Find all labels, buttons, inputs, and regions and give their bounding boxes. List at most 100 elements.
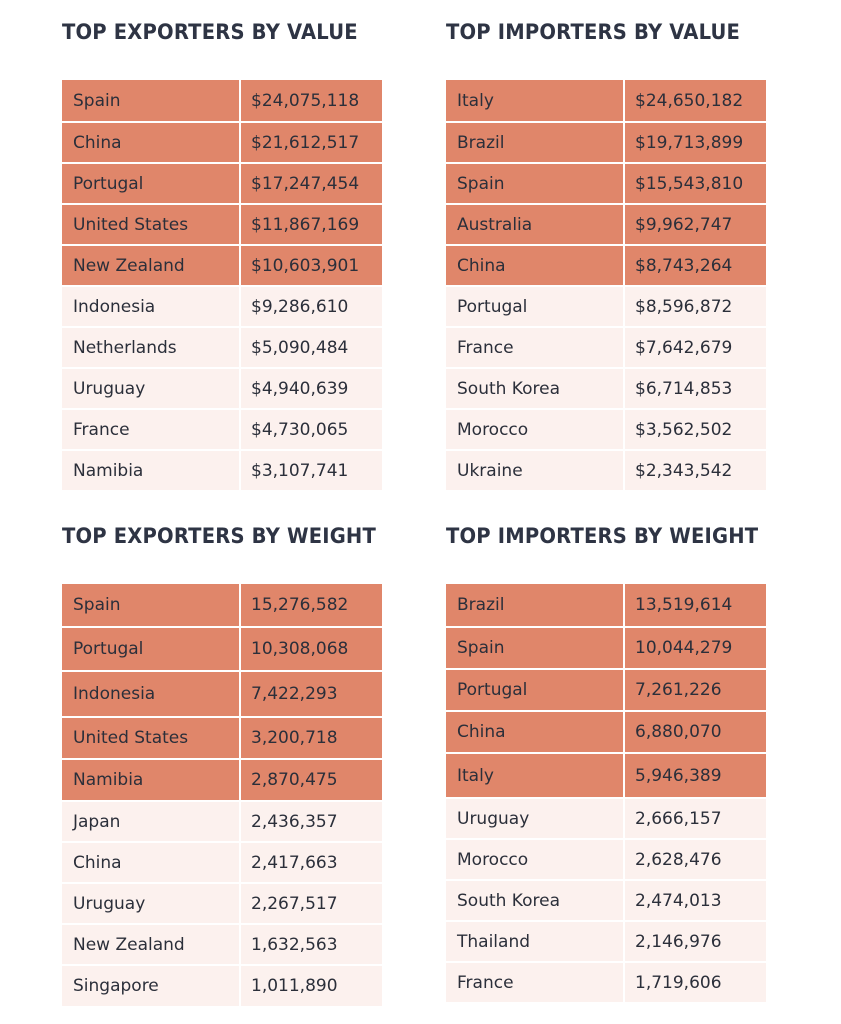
value-cell: $4,940,639 bbox=[251, 378, 349, 399]
country-cell: Portugal bbox=[446, 670, 625, 710]
country-cell: Brazil bbox=[446, 584, 625, 626]
value-cell: 1,011,890 bbox=[251, 976, 338, 996]
country-cell: Spain bbox=[62, 80, 241, 121]
country-cell: Namibia bbox=[62, 760, 241, 800]
table-row: Netherlands $5,090,484 bbox=[62, 326, 382, 367]
country-cell: Singapore bbox=[62, 966, 241, 1006]
country-cell: South Korea bbox=[446, 881, 625, 920]
table-row: Portugal $17,247,454 bbox=[62, 162, 382, 203]
table-row: Spain $15,543,810 bbox=[446, 162, 766, 203]
table-row: China 2,417,663 bbox=[62, 841, 382, 882]
country-cell: South Korea bbox=[446, 369, 625, 408]
table-row: Uruguay 2,666,157 bbox=[446, 797, 766, 838]
table-row: Portugal $8,596,872 bbox=[446, 285, 766, 326]
panel-title: TOP IMPORTERS BY VALUE bbox=[446, 20, 741, 44]
country-cell: Italy bbox=[446, 754, 625, 797]
table-row: France 1,719,606 bbox=[446, 961, 766, 1002]
value-cell: $5,090,484 bbox=[251, 337, 349, 358]
country-cell: United States bbox=[62, 718, 241, 758]
table-row: United States $11,867,169 bbox=[62, 203, 382, 244]
value-cell: $24,075,118 bbox=[251, 90, 360, 111]
country-cell: New Zealand bbox=[62, 925, 241, 964]
table-row: Spain 10,044,279 bbox=[446, 626, 766, 668]
panel-title: TOP EXPORTERS BY WEIGHT bbox=[62, 524, 376, 548]
value-cell: $15,543,810 bbox=[635, 173, 744, 194]
value-cell: $3,562,502 bbox=[635, 419, 733, 440]
value-cell: 3,200,718 bbox=[251, 728, 338, 748]
country-cell: New Zealand bbox=[62, 246, 241, 285]
table-row: United States 3,200,718 bbox=[62, 716, 382, 758]
country-cell: Spain bbox=[62, 584, 241, 626]
table-row: China $8,743,264 bbox=[446, 244, 766, 285]
value-cell: 2,628,476 bbox=[635, 849, 722, 870]
country-cell: France bbox=[446, 328, 625, 367]
table-row: Singapore 1,011,890 bbox=[62, 964, 382, 1006]
country-cell: Morocco bbox=[446, 840, 625, 879]
value-cell: 13,519,614 bbox=[635, 595, 733, 615]
value-cell: 7,422,293 bbox=[251, 684, 338, 704]
table-row: New Zealand 1,632,563 bbox=[62, 923, 382, 964]
table-row: Italy $24,650,182 bbox=[446, 80, 766, 121]
country-cell: Spain bbox=[446, 628, 625, 668]
value-cell: 1,632,563 bbox=[251, 934, 338, 955]
value-cell: 2,146,976 bbox=[635, 931, 722, 952]
value-cell: 1,719,606 bbox=[635, 972, 722, 993]
country-cell: United States bbox=[62, 205, 241, 244]
value-cell: $9,286,610 bbox=[251, 296, 349, 317]
value-cell: 2,436,357 bbox=[251, 811, 338, 832]
value-cell: 2,870,475 bbox=[251, 770, 338, 790]
table-row: Indonesia $9,286,610 bbox=[62, 285, 382, 326]
value-cell: $6,714,853 bbox=[635, 378, 733, 399]
value-cell: $4,730,065 bbox=[251, 419, 349, 440]
value-cell: 10,308,068 bbox=[251, 639, 349, 659]
table-row: Ukraine $2,343,542 bbox=[446, 449, 766, 490]
value-cell: $2,343,542 bbox=[635, 460, 733, 481]
table-row: Morocco 2,628,476 bbox=[446, 838, 766, 879]
panel-title: TOP IMPORTERS BY WEIGHT bbox=[446, 524, 759, 548]
table-row: Spain 15,276,582 bbox=[62, 584, 382, 626]
table-row: China $21,612,517 bbox=[62, 121, 382, 162]
value-cell: 6,880,070 bbox=[635, 722, 722, 742]
country-cell: Uruguay bbox=[446, 799, 625, 838]
table-row: France $7,642,679 bbox=[446, 326, 766, 367]
value-cell: 7,261,226 bbox=[635, 680, 722, 700]
table-row: Uruguay $4,940,639 bbox=[62, 367, 382, 408]
table-row: South Korea 2,474,013 bbox=[446, 879, 766, 920]
value-cell: $3,107,741 bbox=[251, 460, 349, 481]
country-cell: China bbox=[446, 712, 625, 752]
value-cell: $7,642,679 bbox=[635, 337, 733, 358]
country-cell: Netherlands bbox=[62, 328, 241, 367]
country-cell: Japan bbox=[62, 802, 241, 841]
value-cell: 15,276,582 bbox=[251, 595, 349, 615]
country-cell: Brazil bbox=[446, 123, 625, 162]
value-cell: $8,596,872 bbox=[635, 296, 733, 317]
table-row: France $4,730,065 bbox=[62, 408, 382, 449]
country-cell: Indonesia bbox=[62, 672, 241, 716]
country-cell: Australia bbox=[446, 205, 625, 244]
country-cell: Italy bbox=[446, 80, 625, 121]
value-cell: $17,247,454 bbox=[251, 173, 360, 194]
value-cell: $21,612,517 bbox=[251, 132, 360, 153]
table-row: China 6,880,070 bbox=[446, 710, 766, 752]
table-row: Uruguay 2,267,517 bbox=[62, 882, 382, 923]
value-cell: $8,743,264 bbox=[635, 255, 733, 276]
value-cell: $10,603,901 bbox=[251, 255, 360, 276]
country-cell: France bbox=[446, 963, 625, 1002]
country-cell: Portugal bbox=[446, 287, 625, 326]
value-cell: 5,946,389 bbox=[635, 765, 722, 786]
country-cell: Ukraine bbox=[446, 451, 625, 490]
country-cell: China bbox=[62, 123, 241, 162]
table-row: Portugal 10,308,068 bbox=[62, 626, 382, 670]
country-cell: Portugal bbox=[62, 628, 241, 670]
table-row: Japan 2,436,357 bbox=[62, 800, 382, 841]
panel-title: TOP EXPORTERS BY VALUE bbox=[62, 20, 358, 44]
country-cell: China bbox=[446, 246, 625, 285]
value-cell: $19,713,899 bbox=[635, 132, 744, 153]
value-cell: 2,417,663 bbox=[251, 852, 338, 873]
table-row: Namibia $3,107,741 bbox=[62, 449, 382, 490]
table-row: Thailand 2,146,976 bbox=[446, 920, 766, 961]
table-row: Portugal 7,261,226 bbox=[446, 668, 766, 710]
country-cell: Uruguay bbox=[62, 369, 241, 408]
value-cell: $11,867,169 bbox=[251, 214, 360, 235]
country-cell: Spain bbox=[446, 164, 625, 203]
